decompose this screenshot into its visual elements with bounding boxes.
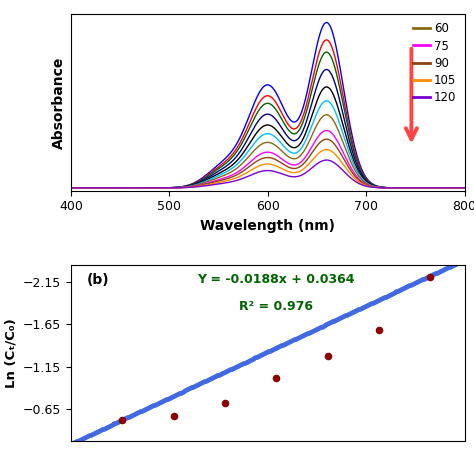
Y-axis label: Absorbance: Absorbance <box>52 56 65 148</box>
Point <box>118 417 126 424</box>
Legend: 60, 75, 90, 105, 120: 60, 75, 90, 105, 120 <box>410 20 459 106</box>
Text: (b): (b) <box>87 273 109 287</box>
Point <box>273 374 280 382</box>
Point <box>324 352 331 359</box>
Text: R² = 0.976: R² = 0.976 <box>239 300 313 313</box>
Point <box>375 326 383 334</box>
Point <box>221 400 229 407</box>
Point <box>427 273 434 281</box>
Y-axis label: Ln (Cₜ/C₀): Ln (Cₜ/C₀) <box>4 318 18 388</box>
X-axis label: Wavelength (nm): Wavelength (nm) <box>201 219 335 233</box>
Point <box>170 412 178 420</box>
Text: Y = -0.0188x + 0.0364: Y = -0.0188x + 0.0364 <box>197 273 355 286</box>
